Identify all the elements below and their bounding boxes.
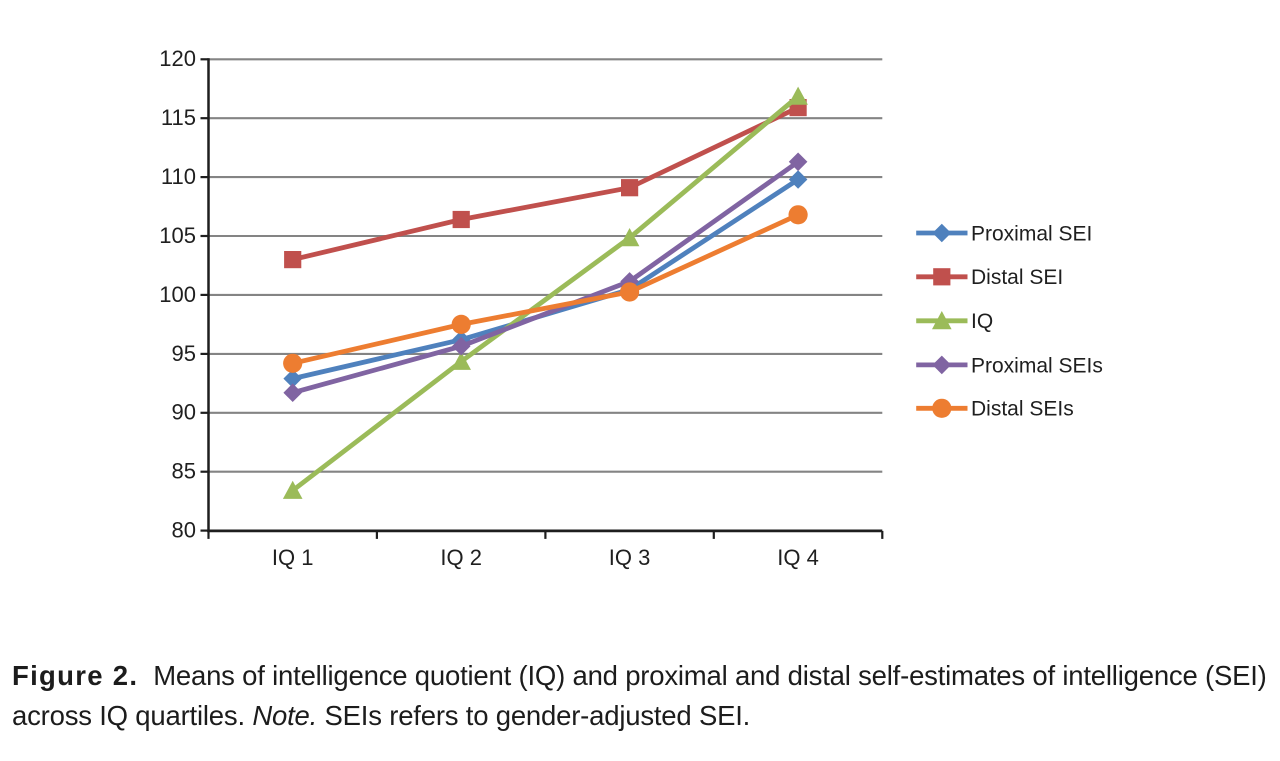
svg-text:120: 120 xyxy=(159,46,196,71)
svg-text:Proximal SEI: Proximal SEI xyxy=(971,222,1092,245)
svg-text:IQ 1: IQ 1 xyxy=(272,545,314,570)
svg-text:IQ 3: IQ 3 xyxy=(609,545,651,570)
svg-text:110: 110 xyxy=(161,164,196,189)
svg-text:90: 90 xyxy=(172,400,196,425)
svg-text:80: 80 xyxy=(172,518,196,543)
svg-text:105: 105 xyxy=(159,223,196,248)
svg-text:IQ 4: IQ 4 xyxy=(777,545,819,570)
svg-text:95: 95 xyxy=(172,341,196,366)
svg-text:Distal SEIs: Distal SEIs xyxy=(971,398,1074,421)
svg-text:IQ 2: IQ 2 xyxy=(440,545,482,570)
svg-text:115: 115 xyxy=(161,105,196,130)
svg-text:100: 100 xyxy=(159,282,196,307)
svg-text:85: 85 xyxy=(172,459,196,484)
svg-text:IQ: IQ xyxy=(971,310,993,333)
svg-text:Proximal SEIs: Proximal SEIs xyxy=(971,354,1103,377)
svg-text:Distal SEI: Distal SEI xyxy=(971,266,1063,289)
